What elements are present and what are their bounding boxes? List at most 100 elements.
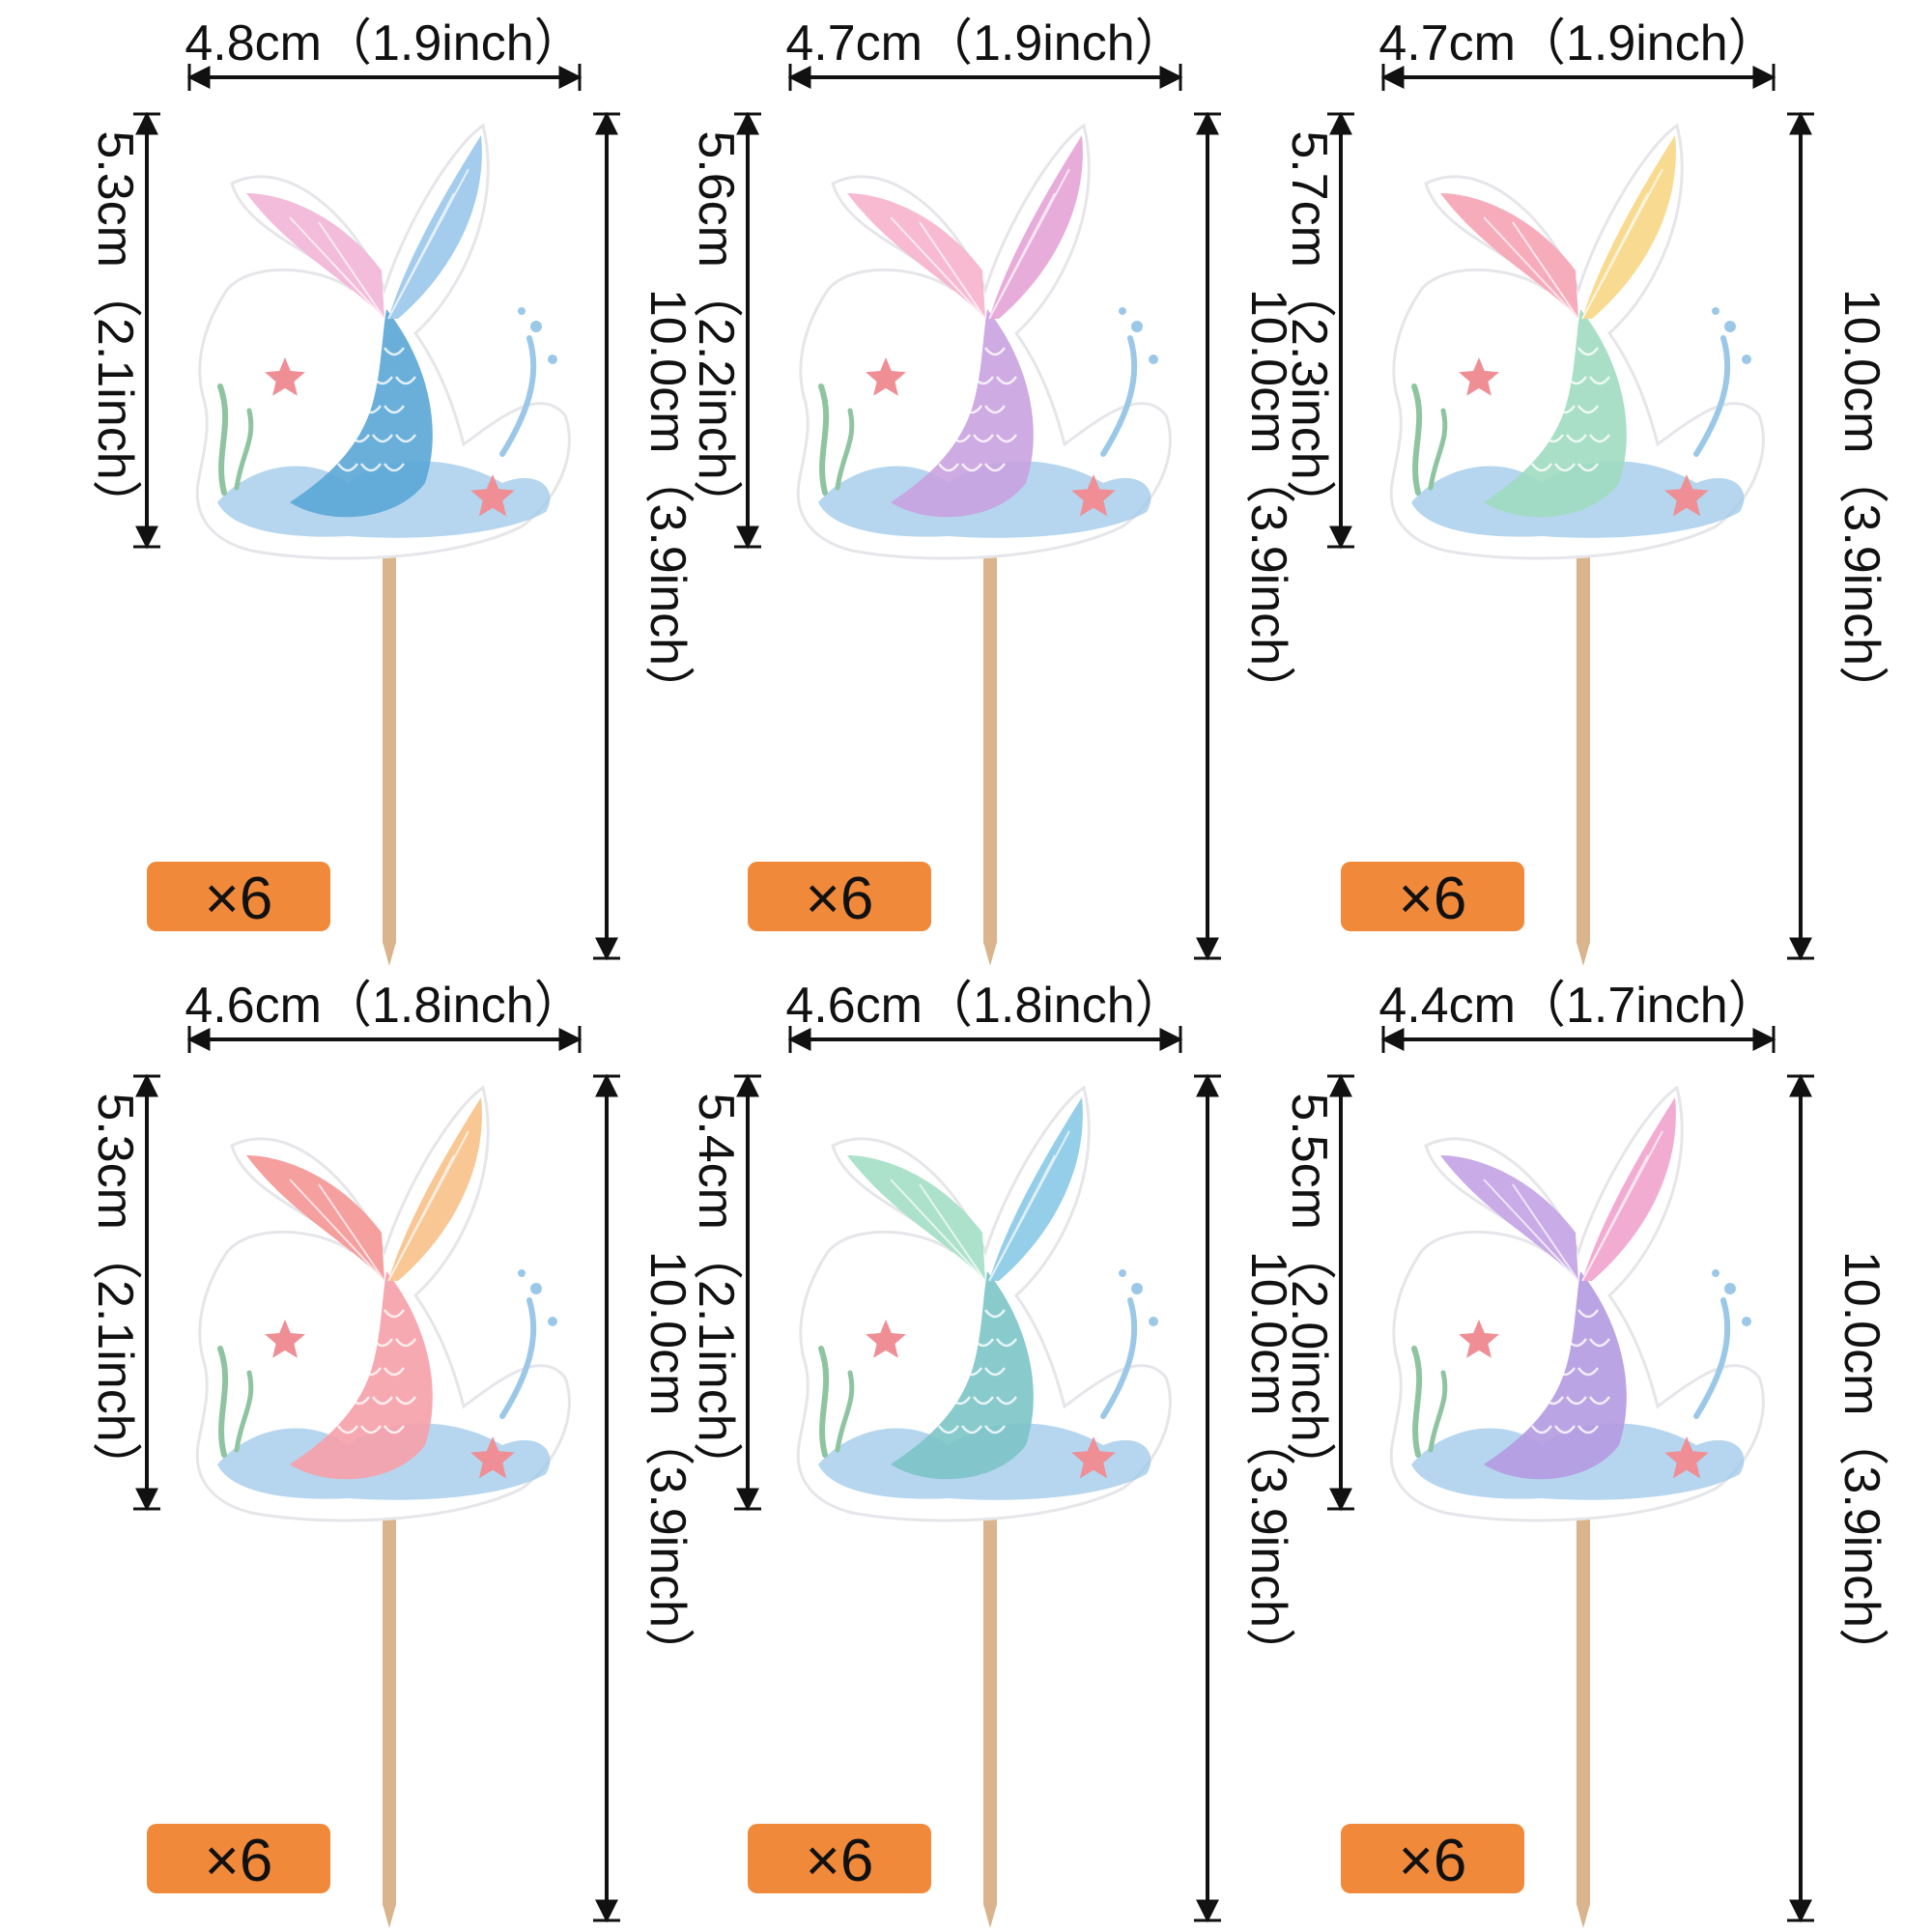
tail-fin-left	[847, 193, 985, 319]
tail-scale	[972, 434, 995, 443]
width-label: 4.6cm（1.8inch）	[785, 978, 1184, 1034]
tail-scale	[359, 1309, 383, 1319]
water-droplet	[1119, 1269, 1126, 1277]
topper-cell: 4.7cm（1.9inch） 5.7cm（2.3inch） 10.0cm（3.9in…	[1281, 15, 1889, 966]
tail-scale	[949, 1338, 972, 1348]
seaweed	[234, 408, 254, 491]
water-droplet	[1131, 1283, 1143, 1294]
width-label: 4.8cm（1.9inch）	[185, 15, 583, 71]
water-droplet	[518, 1269, 526, 1277]
mermaid-tail-topper	[796, 1085, 1172, 1522]
water-droplet	[1724, 1283, 1736, 1294]
water-spray	[1100, 1297, 1138, 1419]
tail-scale	[383, 463, 406, 472]
tail-scale	[1542, 1338, 1565, 1348]
total-height-label: 10.0cm（3.9inch）	[1833, 1251, 1889, 1678]
seaweed	[835, 408, 855, 491]
fin-ribs	[890, 1130, 1070, 1282]
water-droplet	[530, 1283, 542, 1294]
starfish-icon	[1664, 474, 1709, 517]
water-droplet	[518, 307, 526, 315]
tail-scale	[336, 1367, 359, 1377]
tail-scale	[949, 1396, 972, 1406]
tail-scale	[1530, 1367, 1553, 1377]
mermaid-tail-topper	[1389, 123, 1765, 560]
toothpick-stick	[1577, 541, 1590, 947]
tail-scale	[995, 376, 1018, 385]
tail-scale	[1588, 1396, 1611, 1406]
toothpick-tip	[983, 1904, 997, 1928]
tail-scale	[359, 347, 383, 356]
fin-ribs	[890, 168, 1070, 320]
seaweed	[818, 384, 830, 496]
seaweed	[217, 1346, 229, 1458]
toothpick-stick	[983, 1503, 997, 1909]
total-height-label: 10.0cm（3.9inch）	[1833, 289, 1889, 716]
total-height-label: 10.0cm（3.9inch）	[639, 1251, 696, 1678]
tail-scale	[983, 1425, 1007, 1435]
quantity-badge	[147, 862, 330, 931]
water-droplet	[1712, 307, 1719, 315]
tail-scale	[1553, 1309, 1577, 1319]
tail-scale	[371, 434, 394, 443]
tail-scale	[371, 1338, 394, 1348]
tail-scale	[1530, 1309, 1553, 1319]
quantity-label: ×6	[806, 866, 874, 932]
tail-scale	[359, 405, 383, 414]
fin-ribs	[289, 1130, 469, 1282]
mermaid-tail-topper	[796, 123, 1172, 560]
tail-scale	[359, 463, 383, 472]
tail-scale	[937, 405, 960, 414]
tail-scale	[937, 347, 960, 356]
quantity-badge	[147, 1824, 330, 1893]
starfish-icon	[1664, 1436, 1709, 1479]
tail-scale	[348, 1396, 371, 1406]
water-spray	[1693, 335, 1731, 457]
head-height-label: 5.3cm（2.1inch）	[87, 1093, 143, 1492]
fin-ribs	[1483, 168, 1663, 320]
quantity-badge	[748, 862, 931, 931]
total-height-label: 10.0cm（3.9inch）	[1240, 289, 1296, 716]
mermaid-tail-topper	[195, 123, 571, 560]
tail-scale	[960, 1309, 983, 1319]
tail-scale	[960, 1425, 983, 1435]
starfish-icon	[470, 474, 515, 517]
toothpick-tip	[1577, 942, 1590, 966]
tail-scale	[1530, 405, 1553, 414]
quantity-label: ×6	[205, 866, 273, 932]
width-label: 4.6cm（1.8inch）	[185, 978, 583, 1034]
toothpick-stick	[983, 541, 997, 947]
mermaid-tail-body	[891, 309, 1034, 518]
starfish-icon	[1071, 474, 1116, 517]
tail-scale	[983, 1309, 1007, 1319]
starfish-icon	[866, 1320, 906, 1358]
water-spray	[499, 1297, 537, 1419]
tail-scale	[1553, 1425, 1577, 1435]
quantity-label: ×6	[1399, 866, 1467, 932]
tail-scale	[1565, 1338, 1588, 1348]
tail-scale	[937, 1425, 960, 1435]
toothpick-tip	[383, 942, 396, 966]
tail-fin-left	[1440, 193, 1578, 319]
tail-scale	[371, 376, 394, 385]
tail-scale	[1553, 1367, 1577, 1377]
tail-scale	[1542, 1396, 1565, 1406]
tail-scale	[359, 1367, 383, 1377]
mermaid-tail-body	[290, 1271, 433, 1480]
fin-ribs	[289, 168, 469, 320]
tail-scale	[983, 1367, 1007, 1377]
mermaid-tail-topper	[195, 1085, 571, 1522]
tail-scale	[983, 405, 1007, 414]
head-height-label: 5.6cm（2.2inch）	[688, 130, 744, 529]
total-height-label: 10.0cm（3.9inch）	[1240, 1251, 1296, 1678]
tail-scale	[960, 463, 983, 472]
tail-scale	[960, 1367, 983, 1377]
tail-scale	[336, 1309, 359, 1319]
tail-scale	[995, 1338, 1018, 1348]
starfish-icon	[1459, 1320, 1499, 1358]
water-droplet	[1119, 307, 1126, 315]
tail-scale	[383, 1367, 406, 1377]
seaweed	[818, 1346, 830, 1458]
tail-fin-left	[246, 193, 384, 319]
